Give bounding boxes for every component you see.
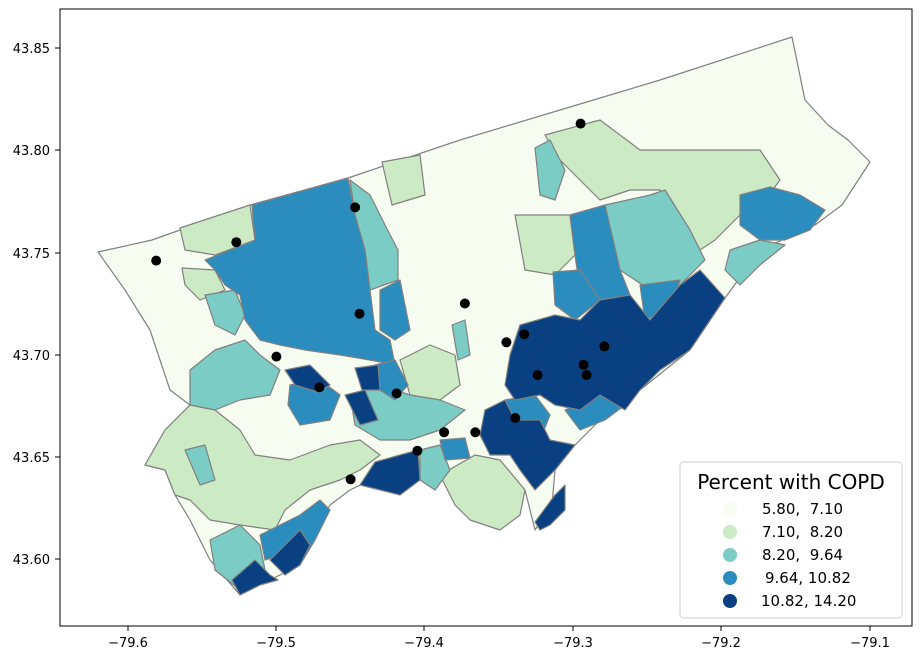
region-mid-teal (451, 319, 471, 361)
region-southeast-green (439, 454, 526, 531)
legend-swatch (723, 571, 737, 585)
location-point (532, 370, 543, 380)
region-eastcentral-blue (552, 269, 601, 321)
location-point (345, 474, 356, 485)
location-point (151, 255, 162, 266)
y-tick-label: 43.80 (13, 144, 50, 159)
legend-swatch (723, 525, 737, 539)
location-point (510, 413, 521, 423)
y-tick-label: 43.85 (13, 42, 50, 57)
location-point (314, 382, 325, 393)
region-east-darkblue (504, 269, 726, 411)
region-northeast-green (544, 119, 781, 251)
y-tick-label: 43.70 (13, 349, 50, 364)
x-axis: −79.6 −79.5 −79.4 −79.3 −79.2 −79.1 (108, 626, 890, 651)
region-central-darkblue (354, 364, 381, 391)
location-point (470, 427, 481, 438)
region-scarborough-blue (739, 186, 826, 241)
y-axis: 43.85 43.80 43.75 43.70 43.65 43.60 (13, 42, 60, 568)
location-point (599, 341, 610, 352)
location-point (519, 329, 530, 340)
legend-swatch (723, 548, 737, 562)
region-southwest-darkblue (231, 559, 279, 596)
location-point (581, 370, 592, 380)
legend: Percent with COPD 5.80, 7.10 7.10, 8.20 … (679, 461, 903, 619)
region-mimico-darkblue (269, 529, 311, 576)
region-south-blue (439, 437, 471, 461)
region-small-teal (184, 444, 216, 486)
region-etobicoke-green (144, 404, 381, 531)
legend-label: 7.10, 8.20 (762, 523, 843, 541)
x-tick-label: −79.6 (108, 636, 148, 651)
location-point (459, 298, 470, 309)
location-point (354, 308, 365, 319)
location-point (231, 237, 242, 248)
y-tick-label: 43.60 (13, 553, 50, 568)
legend-label: 9.64, 10.82 (765, 569, 851, 587)
location-point (439, 427, 450, 438)
region-lakeshore-darkblue (359, 449, 421, 496)
x-tick-label: −79.3 (553, 636, 593, 651)
legend-label: 10.82, 14.20 (761, 592, 856, 610)
region-west2-teal (204, 289, 246, 336)
region-north-blue (379, 279, 411, 341)
region-midtown-darkblue (344, 389, 379, 426)
region-north-green (381, 154, 426, 206)
map-regions (97, 36, 871, 596)
legend-swatch (723, 594, 737, 608)
location-point (391, 388, 402, 399)
location-point (575, 118, 586, 129)
axes-frame (59, 8, 913, 627)
region-central-green (514, 214, 576, 276)
location-point (412, 445, 423, 456)
x-tick-label: −79.1 (850, 636, 890, 651)
region-west-teal (189, 339, 281, 411)
region-island-darkblue (534, 484, 566, 531)
region-north-teal (534, 139, 566, 201)
legend-swatch (723, 502, 737, 516)
legend-label: 5.80, 7.10 (762, 500, 843, 518)
region-northwest-blue (204, 177, 396, 366)
region-east-teal (604, 189, 706, 291)
y-tick-label: 43.75 (13, 247, 50, 262)
location-point (271, 351, 282, 362)
point-layer (151, 118, 610, 485)
y-tick-label: 43.65 (13, 451, 50, 466)
legend-label: 8.20, 9.64 (762, 546, 843, 564)
location-point (578, 359, 589, 370)
region-southwest-blue (259, 499, 331, 566)
x-tick-label: −79.5 (256, 636, 296, 651)
legend-title: Percent with COPD (697, 470, 885, 494)
location-point (350, 202, 361, 213)
x-tick-label: −79.2 (701, 636, 741, 651)
x-tick-label: −79.4 (404, 636, 444, 651)
location-point (501, 337, 512, 348)
